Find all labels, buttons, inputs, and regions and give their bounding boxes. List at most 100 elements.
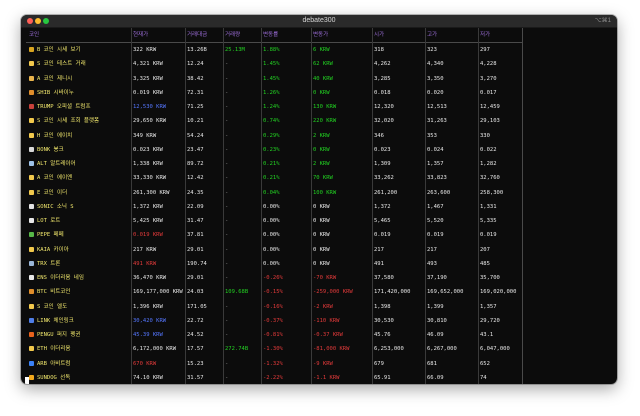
table-row[interactable]: S 코인 시세 조회 플랫폼 29,650 KRW 10.21 - 0.74% 220 K… <box>26 114 522 128</box>
table-row[interactable]: S 코인 엘도 1,396 KRW 171.05 - -0.16% -2 KRW 1,398… <box>26 300 522 314</box>
table-row[interactable]: ALT 알트레이어 1,338 KRW 89.72 - 0.21% 2 KRW 1,309 1… <box>26 157 522 171</box>
open-price: 32,020 <box>374 118 394 125</box>
shiba-icon <box>29 89 34 95</box>
change-rate: 0.29% <box>263 132 280 139</box>
header-low: 저가 <box>480 32 491 38</box>
table-row[interactable]: H 코인 에이치 349 KRW 54.24 - 0.29% 2 KRW 346 353 330 <box>26 129 522 143</box>
change-rate: 1.45% <box>263 75 280 82</box>
change-price: -70 KRW <box>313 275 337 281</box>
change-rate: 0.21% <box>263 161 280 167</box>
coin-name-label: A 코인 제니시 <box>37 75 73 82</box>
current-price: 6,172,000 KRW <box>133 346 177 353</box>
change-rate: -2.22% <box>263 374 283 381</box>
table-row[interactable]: LINK 체인링크 30,420 KRW 22.72 - -0.37% -110 KRW 3… <box>26 314 522 328</box>
current-price: 30,420 KRW <box>133 317 167 324</box>
table-row[interactable]: TRX 트론 491 KRW 190.74 - 0.00% 0 KRW 491 493 485 <box>26 257 522 271</box>
coin-name-label: ENS 이더리움 네임 <box>37 275 84 281</box>
change-rate: -0.26% <box>263 275 283 281</box>
change-price: 0 KRW <box>313 89 330 96</box>
maximize-window-button[interactable] <box>43 18 49 24</box>
table-row[interactable]: TRUMP 오피셜 트럼프 12,530 KRW 71.25 - 1.24% 130 KR… <box>26 100 522 114</box>
low-price: 12,459 <box>480 104 500 110</box>
trade-volume: - <box>225 374 229 381</box>
trade-volume: 109.68B <box>225 289 249 296</box>
trade-volume: - <box>225 175 229 182</box>
change-rate: 0.00% <box>263 218 280 224</box>
coin-name: BONK 봉크 <box>29 143 129 157</box>
coin-table: 코인 현재가 거래대금 거래량 변동률 변동가 시가 고가 저가 B 코인 시세 보기 322 K… <box>26 28 523 384</box>
trade-amount: 24.35 <box>187 189 204 196</box>
column-separator <box>223 28 224 384</box>
coin-name-label: LOT 로트 <box>37 218 61 224</box>
trade-amount: 24.03 <box>187 289 204 296</box>
header-volume: 거래대금 <box>187 32 208 38</box>
table-row[interactable]: ENS 이더리움 네임 36,470 KRW 29.01 - -0.26% -70 KRW… <box>26 271 522 285</box>
table-row[interactable]: ARB 아비트럼 670 KRW 15.23 - -1.32% -9 KRW 679 681 6… <box>26 357 522 371</box>
low-price: 43.1 <box>480 332 494 338</box>
trade-amount: 23.47 <box>187 146 204 153</box>
column-separator <box>311 28 312 384</box>
low-price: 74 <box>480 374 487 381</box>
change-rate: -1.32% <box>263 360 283 367</box>
open-price: 3,285 <box>374 75 391 82</box>
trade-amount: 31.57 <box>187 374 204 381</box>
triangle-icon <box>29 175 34 181</box>
change-price: 0 KRW <box>313 146 330 153</box>
table-row[interactable]: PEPE 페페 0.019 KRW 37.81 - 0.00% 0 KRW 0.019 0.0… <box>26 228 522 242</box>
table-row[interactable]: SUNDOG 선독 74.10 KRW 31.57 - -2.22% -1.1 KRW 65… <box>26 371 522 384</box>
coin-icon <box>29 346 34 352</box>
coin-icon <box>29 132 34 138</box>
change-price: 220 KRW <box>313 118 337 125</box>
trade-amount: 29.01 <box>187 275 204 281</box>
table-row[interactable]: E 코인 이더 261,300 KRW 24.35 - 0.04% 100 KRW 261,… <box>26 186 522 200</box>
table-row[interactable]: B 코인 시세 보기 322 KRW 13.26B 25.13M 1.88% 6 KRW 3… <box>26 43 522 57</box>
current-price: 261,300 KRW <box>133 189 170 196</box>
current-price: 5,425 KRW <box>133 218 163 224</box>
open-price: 5,465 <box>374 218 391 224</box>
high-price: 681 <box>427 360 437 367</box>
table-row[interactable]: ETH 이더리움 6,172,000 KRW 17.57 272.74B -1.30% -… <box>26 342 522 356</box>
table-header: 코인 현재가 거래대금 거래량 변동률 변동가 시가 고가 저가 <box>26 28 522 43</box>
change-rate: -0.81% <box>263 332 283 338</box>
table-row[interactable]: BONK 봉크 0.023 KRW 23.47 - 0.23% 0 KRW 0.023 0.0… <box>26 143 522 157</box>
high-price: 493 <box>427 260 437 267</box>
table-row[interactable]: SONIC 소닉 S 1,372 KRW 22.09 - 0.00% 0 KRW 1,372… <box>26 200 522 214</box>
open-price: 45.76 <box>374 332 391 338</box>
coin-name-label: BONK 봉크 <box>37 146 64 153</box>
coin-icon <box>29 118 34 124</box>
minimize-window-button[interactable] <box>35 18 41 24</box>
open-price: 171,420,000 <box>374 289 411 296</box>
change-rate: 0.74% <box>263 118 280 125</box>
table-row[interactable]: KAIA 카이아 217 KRW 29.01 - 0.00% 0 KRW 217 217 207 <box>26 243 522 257</box>
coin-name-label: H 코인 에이치 <box>37 132 73 139</box>
high-price: 0.020 <box>427 89 444 96</box>
table-row[interactable]: PENGU 퍼지 펭귄 45.39 KRW 24.52 - -0.81% -0.37 KR… <box>26 328 522 342</box>
current-price: 1,338 KRW <box>133 161 163 167</box>
table-row[interactable]: BTC 비트코인 169,177,000 KRW 24.03 109.68B -0.15… <box>26 285 522 299</box>
current-price: 0.019 KRW <box>133 89 163 96</box>
high-price: 217 <box>427 246 437 253</box>
current-price: 217 KRW <box>133 246 157 253</box>
change-price: 0 KRW <box>313 260 330 267</box>
change-price: 130 KRW <box>313 104 337 110</box>
open-price: 6,253,000 <box>374 346 404 353</box>
table-row[interactable]: A 코인 에이엔 33,330 KRW 12.42 - 0.21% 70 KRW 33,26… <box>26 171 522 185</box>
coin-name: LOT 로트 <box>29 214 129 228</box>
table-row[interactable]: S 코인 테스트 거래 4,321 KRW 12.24 - 1.45% 62 KRW 4,2… <box>26 57 522 71</box>
coin-icon <box>29 47 34 52</box>
coin-name-label: PENGU 퍼지 펭귄 <box>37 332 81 338</box>
high-price: 0.019 <box>427 232 444 239</box>
high-price: 353 <box>427 132 437 139</box>
sun-icon <box>29 374 34 380</box>
coin-name: S 코인 엘도 <box>29 300 129 314</box>
open-price: 346 <box>374 132 384 139</box>
table-row[interactable]: LOT 로트 5,425 KRW 31.47 - 0.00% 0 KRW 5,465 5,52… <box>26 214 522 228</box>
trade-volume: - <box>225 146 229 153</box>
table-row[interactable]: SHIB 시바이누 0.019 KRW 72.31 - 1.26% 0 KRW 0.018 0… <box>26 86 522 100</box>
circle-icon <box>29 218 34 223</box>
change-price: 62 KRW <box>313 61 333 68</box>
trade-amount: 37.81 <box>187 232 204 239</box>
change-price: 0 KRW <box>313 232 330 239</box>
close-window-button[interactable] <box>27 18 33 24</box>
table-row[interactable]: A 코인 제니시 3,325 KRW 38.42 - 1.45% 40 KRW 3,285 3… <box>26 72 522 86</box>
